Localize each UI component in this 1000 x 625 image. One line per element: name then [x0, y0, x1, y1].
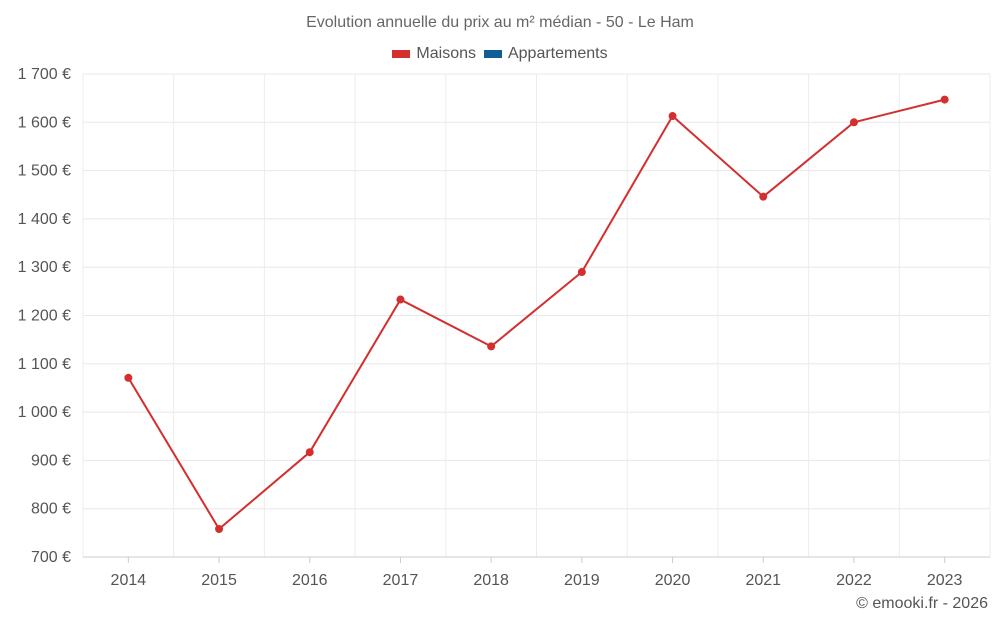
- y-tick-label: 1 600 €: [18, 114, 71, 131]
- series-layer: [124, 95, 949, 533]
- x-tick-label: 2020: [655, 572, 691, 589]
- x-tick-label: 2016: [292, 572, 328, 589]
- data-point-maisons-2020[interactable]: [668, 112, 677, 121]
- data-point-maisons-2017[interactable]: [396, 295, 405, 304]
- data-point-maisons-2023[interactable]: [940, 95, 949, 104]
- legend-swatch-appartements: [483, 50, 502, 58]
- x-tick-label: 2014: [111, 572, 147, 589]
- data-point-maisons-2015[interactable]: [215, 524, 224, 533]
- x-tick-label: 2019: [564, 572, 600, 589]
- x-tick-label: 2021: [745, 572, 781, 589]
- chart-title: Evolution annuelle du prix au m² médian …: [306, 14, 694, 31]
- legend: Maisons Appartements: [0, 45, 1000, 63]
- data-point-maisons-2014[interactable]: [124, 373, 133, 382]
- y-tick-label: 900 €: [31, 452, 71, 469]
- series-line-maisons: [127, 98, 945, 530]
- x-tick-label: 2017: [383, 572, 419, 589]
- y-tick-label: 1 200 €: [18, 308, 71, 325]
- y-tick-label: 1 300 €: [18, 259, 71, 276]
- y-tick-label: 1 100 €: [18, 356, 71, 373]
- data-point-maisons-2021[interactable]: [759, 192, 768, 201]
- data-point-maisons-2018[interactable]: [487, 342, 496, 351]
- y-tick-label: 800 €: [31, 501, 71, 518]
- y-tick-label: 1 400 €: [18, 211, 71, 228]
- copyright-credit: © emooki.fr - 2026: [856, 595, 988, 612]
- y-tick-label: 1 000 €: [18, 404, 71, 421]
- x-tick-label: 2018: [473, 572, 509, 589]
- data-point-maisons-2016[interactable]: [305, 448, 314, 457]
- grid-lines: [82, 73, 991, 558]
- x-tick-label: 2015: [201, 572, 237, 589]
- legend-swatch-maisons: [392, 50, 411, 58]
- y-tick-label: 700 €: [31, 549, 71, 566]
- y-tick-label: 1 500 €: [18, 163, 71, 180]
- x-tick-label: 2023: [927, 572, 963, 589]
- legend-item-maisons[interactable]: Maisons: [392, 45, 476, 63]
- legend-label-appartements: Appartements: [507, 45, 608, 62]
- data-point-maisons-2019[interactable]: [577, 268, 586, 277]
- axes: 700 € 800 € 900 € 1 000 € 1 100 € 1 200 € 1 30…: [18, 66, 990, 589]
- legend-item-appartements[interactable]: Appartements: [483, 45, 608, 63]
- y-tick-label: 1 700 €: [18, 66, 71, 83]
- x-tick-label: 2022: [836, 572, 872, 589]
- legend-label-maisons: Maisons: [416, 45, 476, 62]
- data-point-maisons-2022[interactable]: [849, 118, 858, 127]
